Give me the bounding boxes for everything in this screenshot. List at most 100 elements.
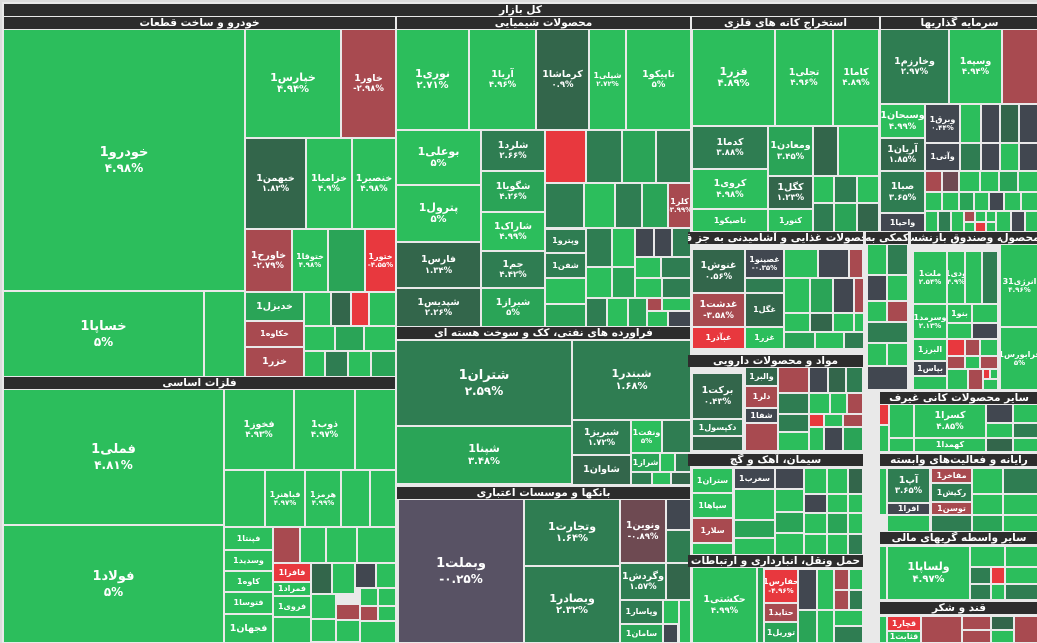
tile[interactable] bbox=[926, 212, 937, 231]
stock-tile[interactable]: خاور1 -۲.۹۸% bbox=[342, 30, 395, 137]
tile[interactable] bbox=[814, 177, 833, 202]
tile[interactable] bbox=[1000, 172, 1017, 191]
stock-tile[interactable]: شلرد1 ۲.۶۶% bbox=[482, 131, 544, 170]
tile[interactable] bbox=[971, 568, 990, 583]
tile[interactable] bbox=[799, 570, 816, 609]
tile[interactable] bbox=[922, 617, 961, 642]
tile[interactable] bbox=[1001, 144, 1018, 170]
tile[interactable] bbox=[835, 591, 848, 609]
tile[interactable] bbox=[844, 415, 862, 426]
stock-tile[interactable]: ونوین1 -۰.۸۹% bbox=[621, 500, 665, 562]
tile[interactable] bbox=[663, 279, 690, 297]
stock-tile[interactable]: حکشتی1 ۴.۹۹% bbox=[693, 568, 756, 642]
tile[interactable] bbox=[966, 357, 979, 368]
tile[interactable] bbox=[819, 250, 848, 277]
tile[interactable] bbox=[546, 279, 585, 303]
tile[interactable] bbox=[835, 627, 862, 642]
tile[interactable] bbox=[991, 370, 997, 378]
tile[interactable] bbox=[850, 570, 862, 589]
stock-tile[interactable]: کلر1-۳.۹۹% bbox=[669, 184, 690, 227]
tile[interactable] bbox=[834, 314, 853, 331]
tile[interactable] bbox=[943, 193, 958, 210]
tile[interactable] bbox=[990, 193, 1003, 210]
stock-tile[interactable]: وبملت1 -۰.۲۵% bbox=[399, 500, 523, 642]
tile[interactable] bbox=[805, 495, 826, 512]
tile[interactable] bbox=[779, 433, 808, 450]
tile[interactable] bbox=[844, 428, 862, 450]
tile[interactable] bbox=[776, 469, 803, 488]
tile[interactable] bbox=[981, 172, 998, 191]
tile[interactable] bbox=[735, 539, 774, 554]
tile[interactable] bbox=[969, 370, 982, 389]
tile[interactable] bbox=[672, 473, 690, 484]
stock-tile[interactable]: خزر1 bbox=[246, 348, 303, 376]
tile[interactable] bbox=[356, 564, 375, 587]
tile[interactable] bbox=[814, 127, 837, 175]
tile[interactable] bbox=[880, 547, 886, 599]
tile[interactable] bbox=[888, 516, 929, 531]
tile[interactable] bbox=[1003, 30, 1037, 103]
tile[interactable] bbox=[667, 564, 690, 599]
tile[interactable] bbox=[785, 279, 809, 312]
stock-tile[interactable]: بنو1 bbox=[948, 305, 971, 322]
stock-tile[interactable]: ختور1 -۴.۵۵% bbox=[366, 230, 395, 291]
tile[interactable] bbox=[636, 258, 660, 277]
tile[interactable] bbox=[1012, 212, 1024, 231]
stock-tile[interactable]: غگل1 bbox=[746, 294, 783, 326]
tile[interactable] bbox=[888, 276, 907, 300]
tile[interactable] bbox=[1004, 516, 1037, 531]
tile[interactable] bbox=[926, 193, 941, 210]
stock-tile[interactable]: خدیزل1 bbox=[246, 293, 303, 320]
tile[interactable] bbox=[327, 528, 356, 562]
stock-tile[interactable]: خودرو1 ۴.۹۸% bbox=[4, 30, 244, 290]
stock-tile[interactable]: خساپا1 ۵% bbox=[4, 292, 203, 376]
tile[interactable] bbox=[961, 105, 980, 142]
stock-tile[interactable]: غزر1 bbox=[746, 328, 783, 348]
tile[interactable] bbox=[379, 607, 395, 620]
stock-tile[interactable]: توسن1 bbox=[932, 503, 971, 514]
tile[interactable] bbox=[585, 184, 614, 227]
tile[interactable] bbox=[963, 631, 990, 642]
tile[interactable] bbox=[858, 204, 878, 231]
tile[interactable] bbox=[653, 473, 670, 484]
tile[interactable] bbox=[890, 405, 913, 437]
tile[interactable] bbox=[623, 131, 655, 182]
tile[interactable] bbox=[358, 528, 395, 562]
tile[interactable] bbox=[814, 204, 833, 231]
tile[interactable] bbox=[361, 607, 377, 620]
tile[interactable] bbox=[975, 193, 988, 210]
tile[interactable] bbox=[205, 292, 244, 376]
tile[interactable] bbox=[914, 377, 946, 389]
tile[interactable] bbox=[868, 367, 907, 389]
tile[interactable] bbox=[326, 352, 347, 376]
tile[interactable] bbox=[337, 621, 359, 641]
tile[interactable] bbox=[932, 516, 971, 531]
tile[interactable] bbox=[835, 177, 856, 202]
stock-tile[interactable]: سلار1 bbox=[693, 519, 732, 542]
stock-tile[interactable]: کاما1 ۴.۸۹% bbox=[834, 30, 878, 125]
tile[interactable] bbox=[608, 299, 627, 326]
tile[interactable] bbox=[966, 340, 979, 355]
tile[interactable] bbox=[1004, 469, 1037, 493]
tile[interactable] bbox=[858, 177, 878, 202]
tile[interactable] bbox=[835, 570, 848, 589]
stock-tile[interactable]: فجهان1 bbox=[225, 615, 272, 642]
stock-tile[interactable]: وپاسار1 bbox=[621, 601, 662, 623]
tile[interactable] bbox=[680, 601, 690, 642]
tile[interactable] bbox=[810, 368, 827, 392]
tile[interactable] bbox=[636, 229, 653, 256]
tile[interactable] bbox=[546, 131, 585, 182]
stock-tile[interactable]: قثابت1 bbox=[888, 632, 920, 642]
tile[interactable] bbox=[828, 495, 847, 512]
stock-tile[interactable]: هرمز1 ۴.۹۹% bbox=[306, 471, 340, 526]
tile[interactable] bbox=[961, 144, 980, 170]
stock-tile[interactable]: کگل1 ۱.۲۳% bbox=[769, 177, 812, 208]
tile[interactable] bbox=[379, 589, 395, 605]
tile[interactable] bbox=[1026, 212, 1037, 231]
tile[interactable] bbox=[587, 299, 606, 326]
stock-tile[interactable]: فرابورس1۵% bbox=[1001, 328, 1037, 389]
tile[interactable] bbox=[952, 212, 963, 231]
stock-tile[interactable]: کسرا1 ۴.۸۵% bbox=[915, 405, 985, 437]
tile[interactable] bbox=[663, 299, 690, 310]
stock-tile[interactable]: خزامیا1 ۴.۹% bbox=[307, 139, 351, 228]
